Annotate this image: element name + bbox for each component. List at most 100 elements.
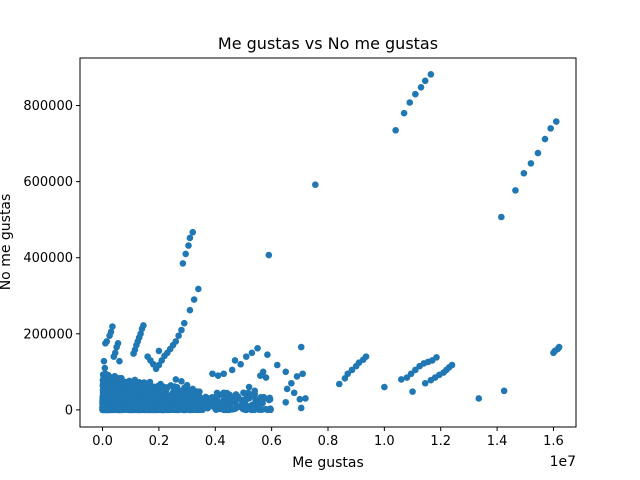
data-point [217, 391, 225, 398]
data-point [159, 400, 166, 407]
data-point [500, 387, 508, 395]
data-point [262, 405, 270, 413]
y-tick-label: 200000 [23, 327, 73, 342]
data-point [195, 391, 202, 399]
data-point [103, 381, 110, 389]
data-point [527, 160, 535, 167]
data-point [116, 357, 123, 365]
data-point [282, 368, 290, 376]
x-tick-label: 1.2 [430, 434, 451, 449]
data-point [547, 125, 554, 132]
x-axis: 0.0 0.2 0.4 0.6 0.8 1.0 1.2 1.4 1.6 [92, 427, 564, 449]
data-point [214, 372, 222, 379]
data-point [177, 404, 185, 412]
plot-frame [79, 57, 577, 428]
data-point [177, 398, 185, 405]
data-point [182, 250, 189, 258]
data-point [400, 109, 408, 117]
data-point [312, 181, 319, 188]
data-point [113, 343, 120, 351]
data-point [148, 383, 156, 390]
data-point [169, 406, 177, 414]
x-tick-label: 0.8 [318, 434, 339, 449]
data-point [109, 323, 116, 330]
data-point [172, 376, 180, 383]
x-tick-label: 0.4 [205, 434, 226, 449]
y-axis-label: No me gustas [0, 194, 14, 291]
data-point [130, 392, 138, 400]
data-point [206, 395, 213, 402]
data-point [250, 406, 258, 413]
data-point [106, 404, 114, 412]
data-point [119, 406, 126, 414]
data-point [242, 406, 249, 414]
data-point [231, 357, 239, 364]
data-point [265, 251, 273, 259]
data-point [412, 366, 419, 374]
data-point [186, 234, 194, 242]
x-tick-label: 1.0 [374, 434, 395, 449]
data-point [190, 296, 198, 303]
y-tick-label: 400000 [23, 251, 73, 266]
data-point [264, 351, 271, 359]
data-point [335, 380, 343, 388]
data-point [141, 393, 149, 401]
data-point [234, 393, 242, 400]
data-point [409, 388, 416, 395]
data-point [242, 353, 250, 360]
data-point [254, 344, 261, 352]
data-point [149, 360, 157, 368]
data-point [421, 379, 429, 387]
data-point [190, 405, 198, 412]
x-tick-label: 1.6 [543, 434, 564, 449]
data-point [215, 404, 222, 411]
data-point [218, 399, 225, 406]
data-point [121, 383, 128, 391]
data-point [225, 405, 232, 413]
data-point [297, 343, 305, 351]
data-point [421, 77, 429, 85]
data-point [397, 376, 405, 383]
data-point [101, 364, 109, 372]
data-point [226, 395, 233, 402]
data-point [178, 326, 185, 334]
data-point [99, 396, 106, 404]
data-point [412, 90, 419, 98]
data-point [141, 403, 148, 410]
data-point [179, 260, 187, 267]
data-point [106, 332, 113, 340]
data-point [209, 370, 216, 378]
data-point [102, 340, 109, 347]
data-point [172, 384, 179, 392]
data-point [220, 370, 228, 378]
data-point [237, 360, 244, 368]
data-point [403, 374, 411, 381]
data-point [297, 404, 305, 412]
x-axis-offset-label: 1e7 [550, 454, 576, 470]
data-point [176, 390, 183, 398]
data-point [299, 370, 306, 378]
data-point [158, 389, 166, 397]
data-point [293, 373, 301, 380]
data-point [186, 306, 194, 314]
data-point [248, 349, 256, 357]
data-point [251, 387, 259, 395]
data-point [112, 376, 120, 384]
data-point [282, 398, 290, 406]
data-point [348, 366, 356, 374]
data-point [448, 361, 456, 369]
data-point [302, 395, 309, 402]
points-layer [99, 71, 563, 414]
data-point [124, 389, 131, 397]
data-point [407, 370, 415, 378]
y-axis: 0 200000 400000 600000 800000 [23, 99, 80, 418]
data-point [392, 126, 399, 134]
data-point [433, 354, 440, 361]
data-point [197, 397, 205, 404]
chart-title: Me gustas vs No me gustas [218, 34, 438, 53]
data-point [417, 83, 425, 91]
data-point [552, 118, 560, 125]
data-point [113, 388, 121, 396]
data-point [189, 385, 197, 393]
